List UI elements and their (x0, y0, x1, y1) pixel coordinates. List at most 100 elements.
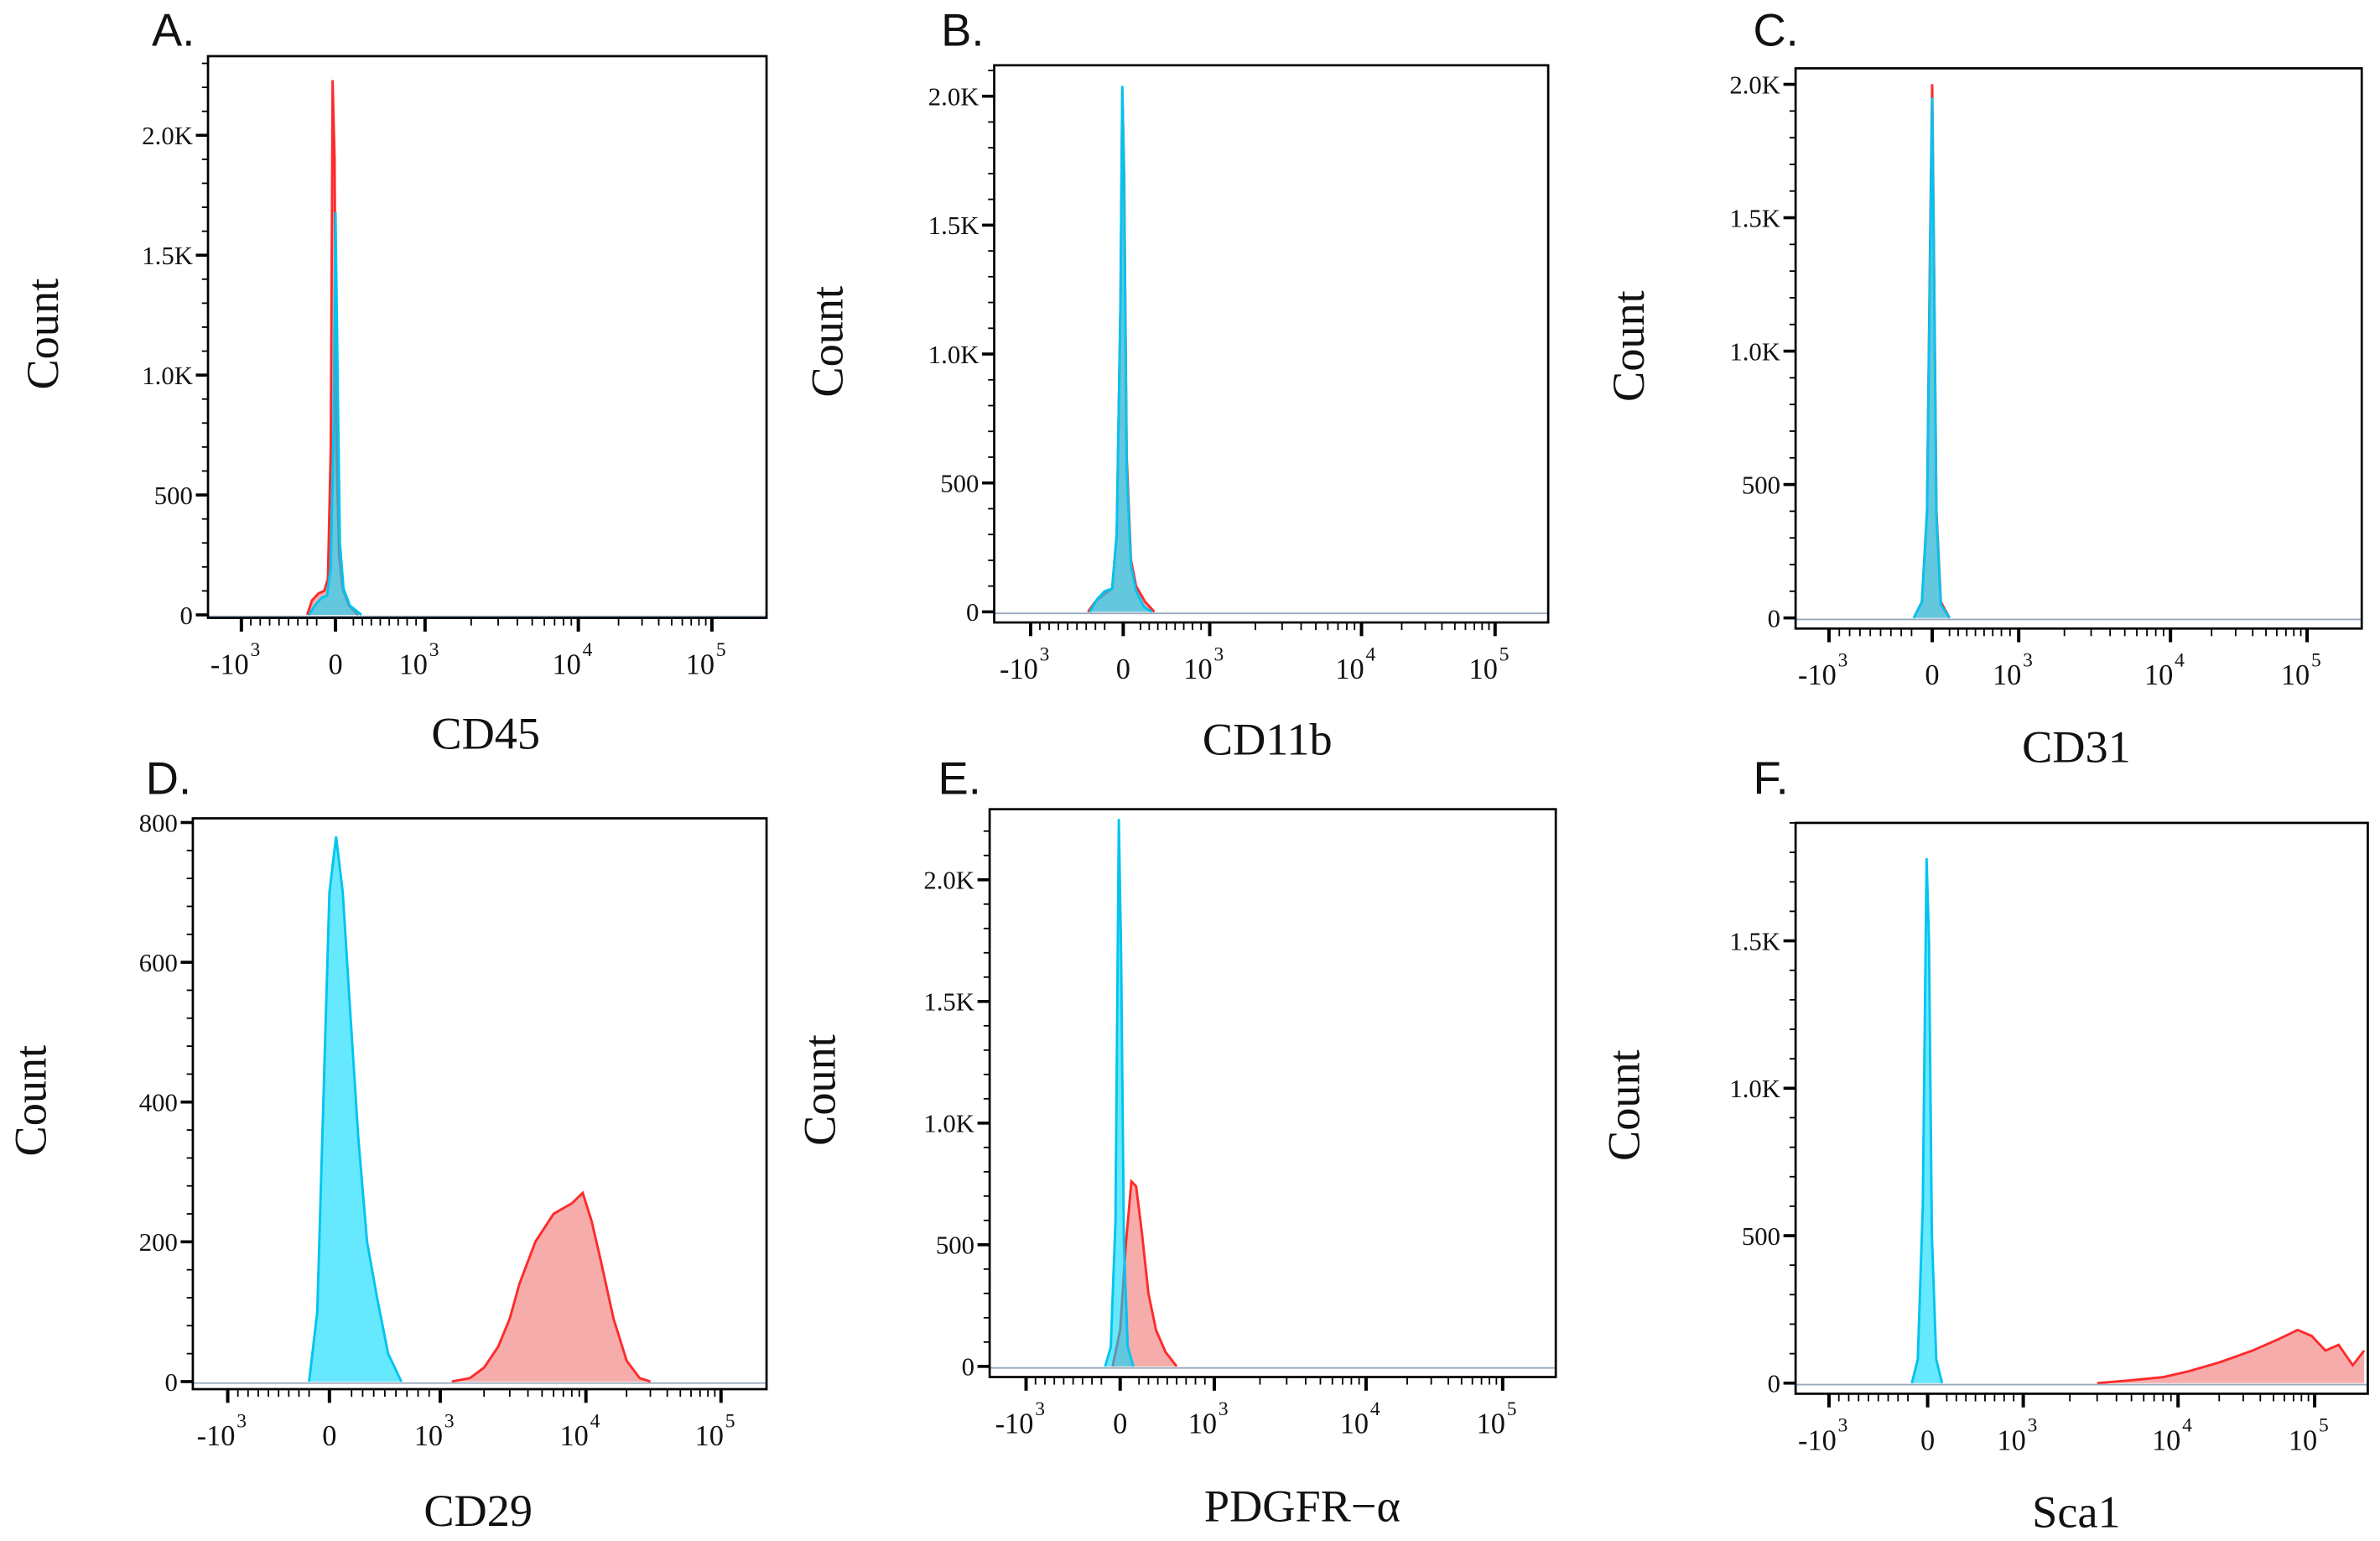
x-axis-label: PDGFR−α (1204, 1481, 1400, 1531)
control-histogram-line (1910, 858, 1944, 1384)
control-histogram-fill (1913, 97, 1950, 618)
y-tick-label: 1.5K (1729, 204, 1780, 232)
x-tick-label: 10 4 (2152, 1415, 2192, 1457)
control-histogram-fill (1911, 858, 1942, 1383)
x-tick-label: 10 3 (1993, 650, 2033, 692)
y-tick-label: 200 (139, 1228, 178, 1257)
y-tick-label: 1.0K (142, 362, 193, 390)
y-tick-label: 1.0K (923, 1110, 974, 1138)
x-axis-label: CD45 (431, 708, 540, 758)
y-tick-label: 800 (139, 809, 178, 837)
control-histogram-line (1104, 819, 1135, 1367)
y-tick-label: 500 (1742, 1222, 1780, 1251)
y-tick-label: 1.0K (1729, 337, 1780, 366)
x-tick-label: 0 (1920, 1424, 1935, 1456)
y-tick-label: 0 (164, 1368, 177, 1397)
control-histogram-line (1912, 97, 1951, 619)
y-tick-label: 500 (936, 1231, 974, 1260)
x-tick-label: 10 5 (695, 1410, 735, 1452)
x-tick-label: -10 3 (1798, 1415, 1847, 1457)
panel-letter: D. (146, 753, 191, 804)
x-tick-exponent: 3 (429, 639, 439, 661)
panel-letter: E. (938, 753, 981, 804)
plot-frame (988, 808, 1557, 1378)
x-tick-exponent: 5 (716, 639, 726, 661)
x-tick-label: -10 3 (1798, 650, 1847, 692)
x-tick-exponent: 4 (1365, 643, 1375, 665)
x-tick-exponent: 3 (251, 639, 261, 661)
x-tick-exponent: 4 (583, 639, 593, 661)
x-tick-label: -10 3 (197, 1410, 247, 1452)
panel-e: 0 500 1.0K 1.5K 2.0K -10 3 0 10 3 10 4 10 5 E. Count PDG… (794, 753, 1557, 1531)
x-tick-label: 0 (1113, 1408, 1127, 1440)
x-tick-exponent: 3 (2028, 1415, 2038, 1437)
x-axis-label: CD29 (424, 1486, 533, 1536)
y-tick-label: 500 (940, 470, 979, 498)
panel-letter: F. (1753, 753, 1788, 804)
y-tick-label: 1.5K (1729, 927, 1780, 955)
panel-c: 0 500 1.0K 1.5K 2.0K -10 3 0 10 3 10 4 10 5 C. Count CD3… (1603, 4, 2363, 773)
plot-frame (1794, 821, 2369, 1395)
x-tick-exponent: 3 (236, 1410, 247, 1432)
sample-histogram-line (451, 1190, 652, 1383)
y-tick-label: 600 (139, 949, 178, 977)
x-tick-exponent: 3 (1838, 1415, 1848, 1437)
y-tick-label: 1.5K (923, 988, 974, 1017)
y-tick-label: 1.0K (928, 341, 980, 369)
panel-letter: A. (152, 4, 195, 55)
x-tick-exponent: 5 (725, 1410, 735, 1432)
x-tick-label: 10 5 (2289, 1415, 2329, 1457)
y-tick-label: 0 (1768, 1370, 1780, 1398)
x-tick-exponent: 4 (1370, 1398, 1380, 1420)
x-tick-label: 10 5 (1469, 643, 1510, 685)
panel-b: 0 500 1.0K 1.5K 2.0K -10 3 0 10 3 10 4 10 5 B. Count CD1… (803, 4, 1550, 764)
x-tick-exponent: 5 (2311, 650, 2321, 672)
y-axis-label: Count (18, 279, 68, 390)
control-histogram-fill (1104, 819, 1134, 1367)
y-tick-label: 0 (1768, 604, 1780, 633)
x-tick-label: 10 4 (552, 639, 592, 681)
control-histogram-line (308, 836, 403, 1382)
y-tick-label: 0 (966, 598, 979, 627)
plot-frame (206, 55, 768, 619)
x-tick-exponent: 5 (2319, 1415, 2329, 1437)
x-tick-label: 0 (1116, 653, 1130, 685)
x-tick-exponent: 3 (444, 1410, 455, 1432)
control-histogram-line (1089, 86, 1153, 613)
y-tick-label: 500 (154, 482, 193, 510)
plot-frame (191, 817, 768, 1391)
x-tick-label: 10 4 (559, 1410, 600, 1452)
x-axis-label: CD11b (1203, 714, 1333, 764)
x-tick-label: 10 5 (1477, 1398, 1517, 1440)
panel-letter: B. (941, 4, 984, 55)
y-axis-label: Count (803, 286, 853, 398)
x-tick-exponent: 5 (1507, 1398, 1517, 1420)
y-tick-label: 2.0K (1729, 70, 1780, 99)
x-tick-label: 10 3 (1188, 1398, 1229, 1440)
y-tick-label: 1.0K (1729, 1075, 1780, 1103)
sample-histogram-fill (2097, 1330, 2365, 1383)
x-tick-label: 0 (322, 1420, 336, 1452)
panel-d: 0 200 400 600 800 -10 3 0 10 3 10 4 10 5 D. Count CD29 (5, 753, 768, 1536)
x-tick-exponent: 4 (2175, 650, 2185, 672)
x-tick-label: 10 4 (2144, 650, 2185, 692)
x-tick-exponent: 3 (1213, 643, 1224, 665)
x-tick-label: -10 3 (210, 639, 260, 681)
x-tick-label: 10 5 (686, 639, 726, 681)
y-tick-label: 2.0K (923, 867, 974, 895)
x-tick-label: 0 (328, 649, 342, 681)
sample-histogram-fill (451, 1193, 651, 1382)
y-tick-label: 0 (180, 601, 193, 630)
y-tick-label: 400 (139, 1089, 178, 1117)
y-axis-label: Count (5, 1045, 55, 1157)
panel-letter: C. (1753, 4, 1798, 55)
x-tick-label: 10 4 (1335, 643, 1375, 685)
y-tick-label: 2.0K (928, 83, 980, 112)
x-tick-exponent: 4 (2182, 1415, 2192, 1437)
sample-histogram-fill (1112, 1181, 1177, 1367)
panel-f: 0 500 1.0K 1.5K -10 3 0 10 3 10 4 10 5 F. Count Sca1 (1599, 753, 2369, 1538)
control-histogram-line (308, 211, 362, 617)
x-tick-label: 10 3 (1183, 643, 1224, 685)
x-axis-label: CD31 (2022, 722, 2131, 773)
